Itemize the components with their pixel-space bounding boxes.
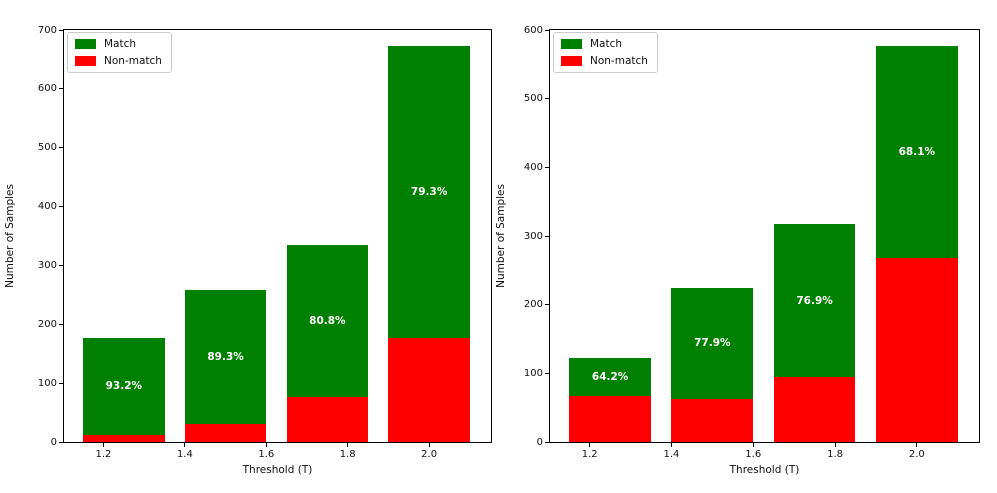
bar-percentage-label: 64.2% [591,371,629,384]
right-plot-area: Match Non-match 0 100 200 300 400 500 600 1.2 1.… [524,25,980,460]
left-x-axis-label: Threshold (T) [242,464,313,476]
x-tick-label: 1.2 [95,449,112,460]
y-tick-mark [545,166,549,168]
match-bar-segment [83,337,165,435]
x-tick-mark [752,443,754,447]
match-bar-segment [773,224,856,377]
y-tick-mark [545,235,549,237]
x-tick-mark [589,443,591,447]
x-tick-label: 2.0 [421,449,438,460]
y-tick-mark [545,441,549,443]
match-bar-segment [875,45,958,258]
non-match-bar-segment [569,395,651,442]
y-tick-mark [59,382,63,384]
non-match-bar-segment [184,424,267,442]
non-match-legend-swatch [561,56,582,66]
match-bar-segment [286,245,369,397]
y-tick-label: 500 [523,93,543,105]
x-tick-mark [670,443,672,447]
right-chart-panel: Number of Samples Match Non-match 0 100 20… [495,0,997,493]
y-tick-mark [545,29,549,31]
x-tick-label: 1.6 [258,449,275,460]
non-match-bar-segment [875,257,958,442]
x-tick-label: 1.6 [745,449,762,460]
bar-percentage-label: 76.9% [796,294,833,307]
right-legend: Match Non-match [553,32,658,73]
y-tick-label: 0 [536,436,543,448]
y-tick-label: 100 [523,367,543,379]
y-tick-mark [59,29,63,31]
y-tick-mark [59,323,63,325]
legend-row-non-match: Non-match [75,55,162,67]
match-bar-segment [569,358,651,396]
bar-percentage-label: 89.3% [207,351,244,364]
x-tick-mark [916,443,918,447]
match-legend-label: Match [104,38,137,50]
legend-row-match: Match [75,38,162,50]
y-tick-mark [59,88,63,90]
x-tick-label: 2.0 [908,449,925,460]
y-tick-mark [59,147,63,149]
y-tick-label: 0 [50,436,57,448]
match-bar-segment [388,46,470,339]
non-match-legend-label: Non-match [590,55,648,67]
left-plot-area: Match Non-match 0 100 200 300 400 500 600 700 1.… [38,25,492,460]
bar-percentage-label: 77.9% [694,337,731,350]
right-y-axis-label-wrap: Number of Samples [493,29,509,443]
y-tick-label: 400 [37,201,57,213]
non-match-bar-segment [388,338,470,442]
left-chart-panel: Number of Samples Match Non-match 0 100 20… [0,0,497,493]
y-tick-mark [545,304,549,306]
x-tick-mark [347,443,349,447]
non-match-bar-segment [671,398,754,442]
x-tick-label: 1.2 [581,449,598,460]
x-tick-mark [428,443,430,447]
x-tick-mark [184,443,186,447]
y-tick-label: 300 [37,259,57,271]
y-tick-mark [545,372,549,374]
y-tick-mark [59,441,63,443]
y-tick-label: 200 [37,318,57,330]
y-tick-label: 400 [523,161,543,173]
y-tick-mark [545,98,549,100]
bar-percentage-label: 79.3% [410,186,448,199]
right-x-axis-label: Threshold (T) [729,464,800,476]
legend-row-non-match: Non-match [561,55,648,67]
y-tick-mark [59,206,63,208]
x-tick-label: 1.4 [663,449,680,460]
non-match-legend-swatch [75,56,96,66]
non-match-bar-segment [286,396,369,442]
legend-row-match: Match [561,38,648,50]
match-bar-segment [671,287,754,399]
non-match-bar-segment [773,376,856,442]
y-tick-mark [59,264,63,266]
bar-percentage-label: 93.2% [105,380,143,393]
left-y-axis-label: Number of Samples [4,184,16,288]
left-legend: Match Non-match [67,32,172,73]
x-tick-label: 1.4 [176,449,193,460]
left-y-axis-label-wrap: Number of Samples [2,29,18,443]
match-legend-swatch [75,39,96,49]
x-tick-label: 1.8 [339,449,356,460]
y-tick-label: 700 [37,24,57,36]
x-tick-mark [102,443,104,447]
y-tick-label: 500 [37,142,57,154]
non-match-bar-segment [83,434,165,442]
x-tick-mark [265,443,267,447]
y-tick-label: 600 [523,24,543,36]
y-tick-label: 600 [37,83,57,95]
y-tick-label: 100 [37,377,57,389]
match-bar-segment [184,290,267,425]
y-tick-label: 200 [523,299,543,311]
match-legend-swatch [561,39,582,49]
bar-percentage-label: 80.8% [309,315,346,328]
x-tick-mark [834,443,836,447]
non-match-legend-label: Non-match [104,55,162,67]
bar-percentage-label: 68.1% [898,145,936,158]
match-legend-label: Match [590,38,623,50]
right-y-axis-label: Number of Samples [495,184,507,288]
x-tick-label: 1.8 [827,449,843,460]
y-tick-label: 300 [523,230,543,242]
